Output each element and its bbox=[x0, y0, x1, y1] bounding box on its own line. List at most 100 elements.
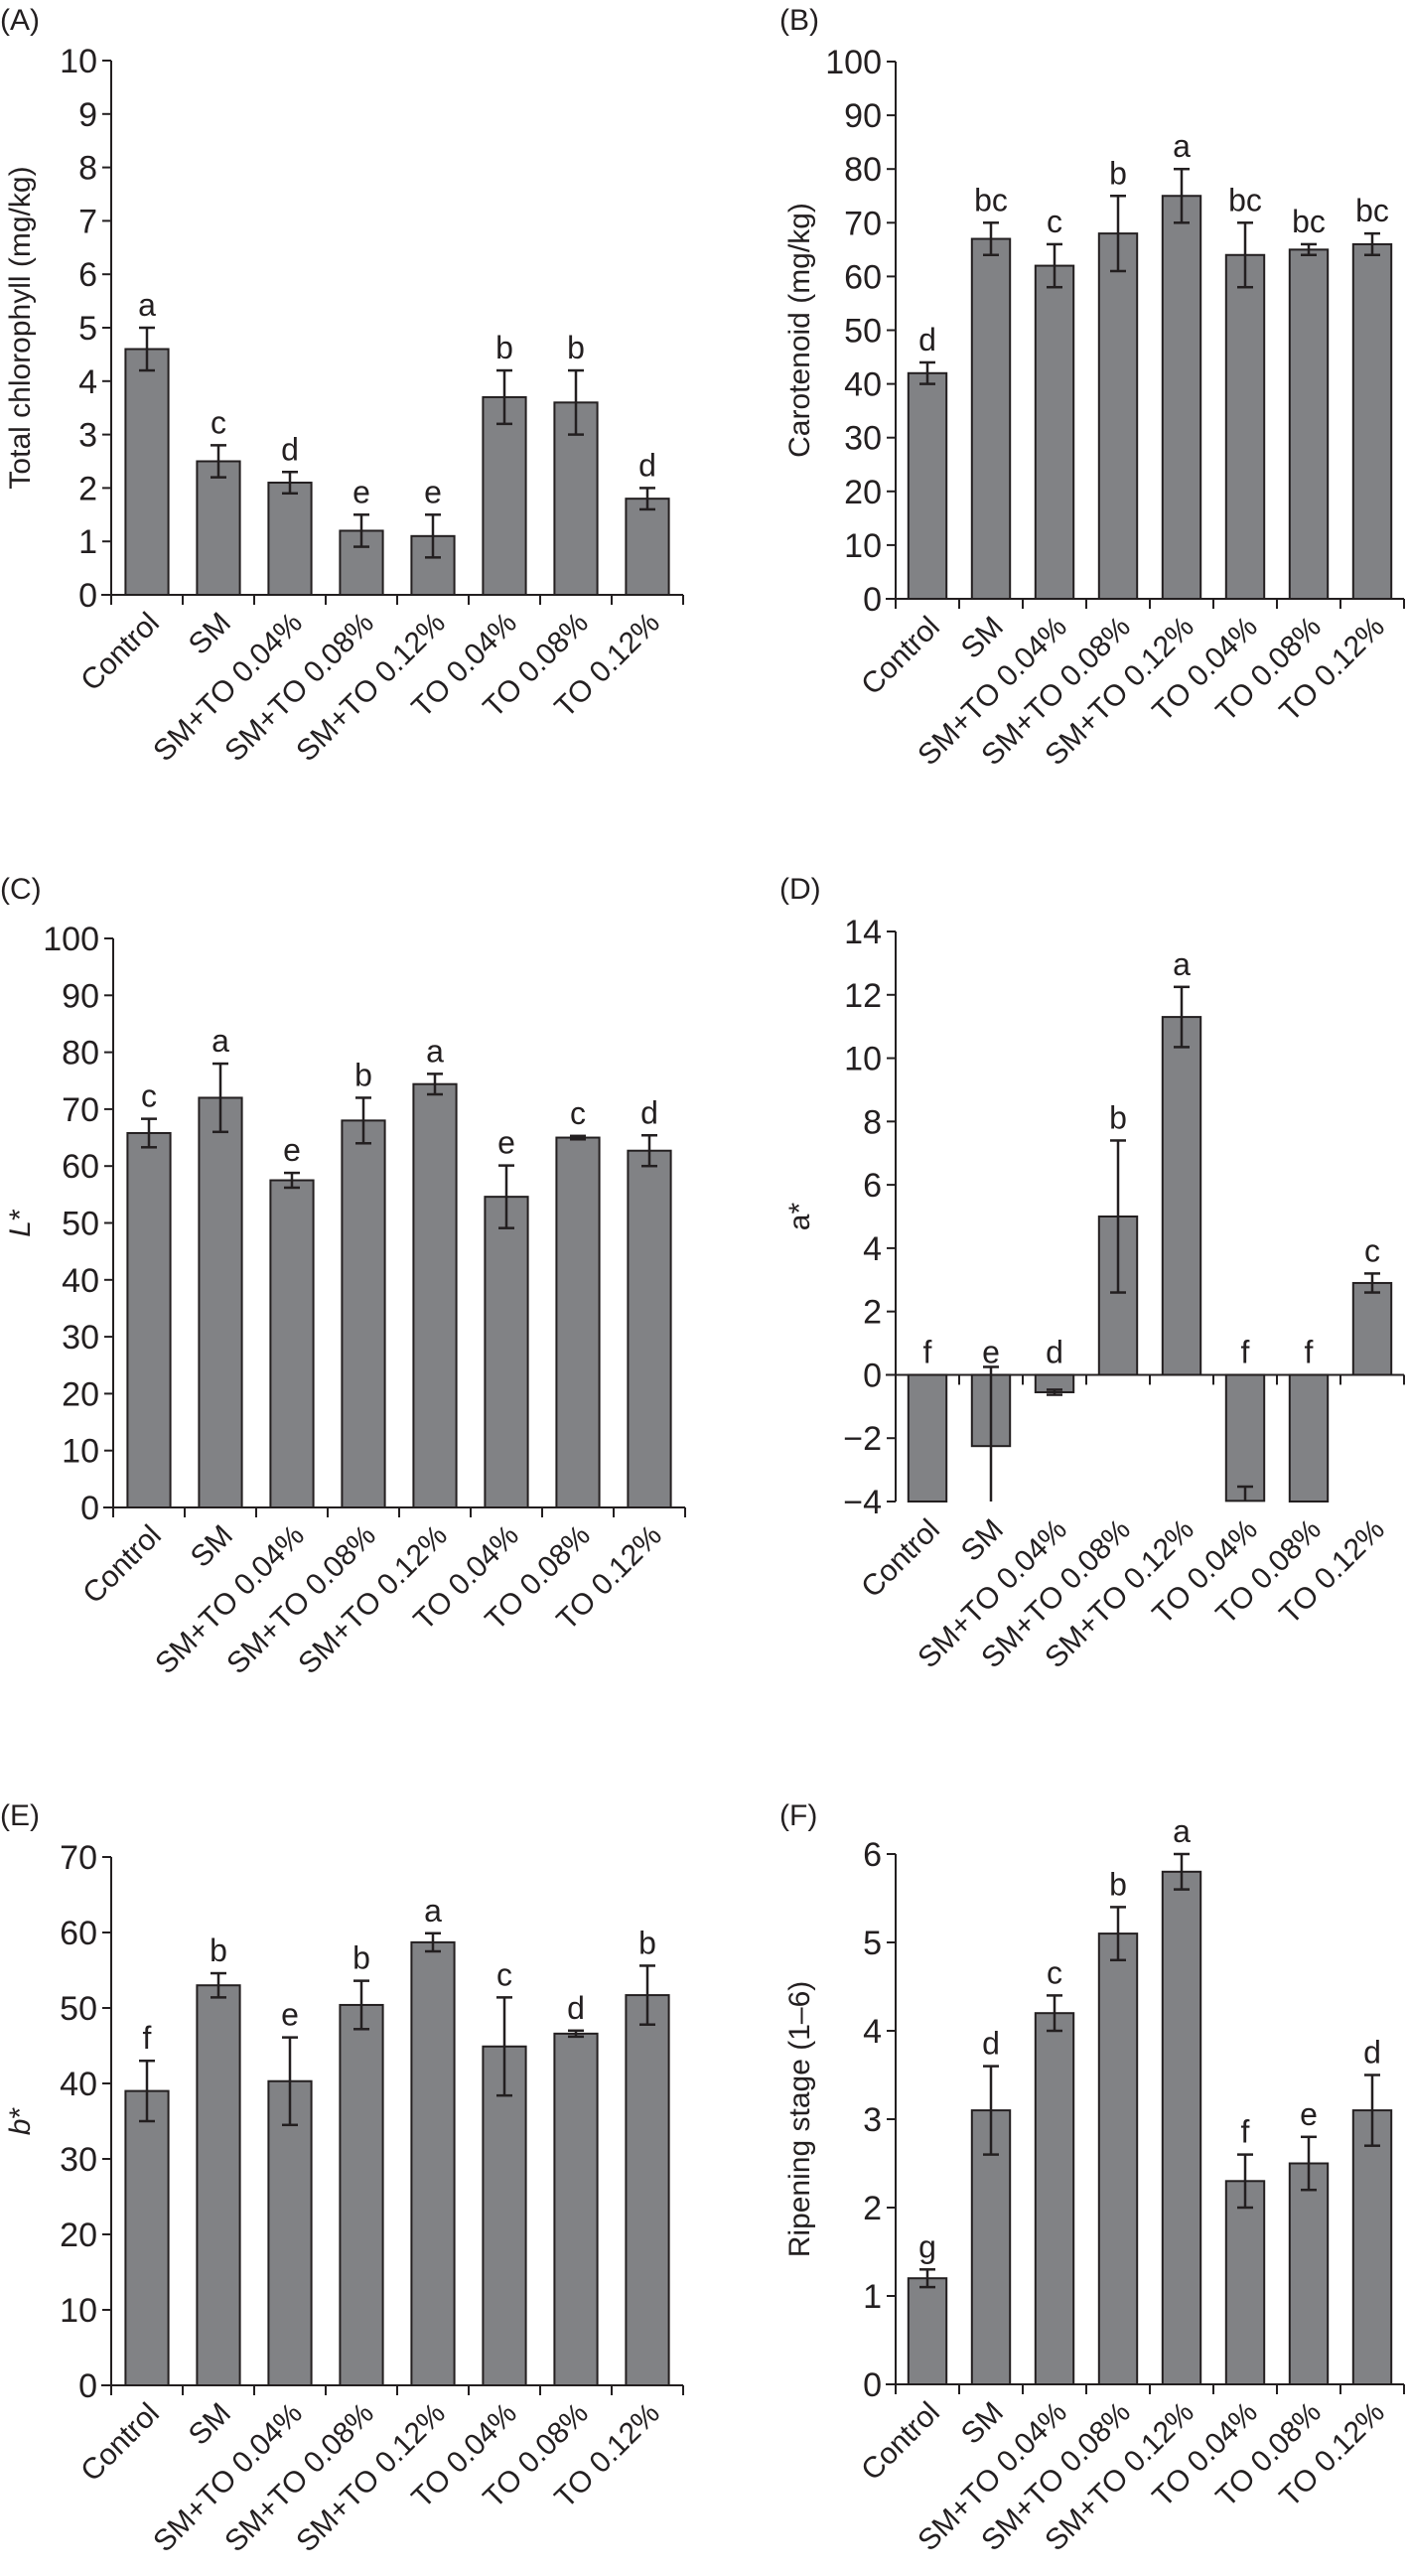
y-tick-label: −2 bbox=[843, 1420, 882, 1458]
bar bbox=[1224, 2180, 1266, 2386]
y-tick-label: 2 bbox=[78, 470, 97, 507]
y-axis-title: a* bbox=[783, 1203, 816, 1231]
bar bbox=[341, 1119, 386, 1508]
bar bbox=[482, 395, 527, 596]
significance-label: f bbox=[143, 2020, 152, 2056]
category-label: SM bbox=[955, 611, 1010, 665]
y-tick-label: 14 bbox=[844, 914, 882, 951]
category-label: Control bbox=[855, 2396, 946, 2488]
y-tick-label: 0 bbox=[863, 2366, 882, 2404]
y-tick-label: 100 bbox=[43, 921, 99, 958]
bar bbox=[1161, 1016, 1202, 1376]
significance-label: d bbox=[918, 322, 936, 358]
y-tick-label: 10 bbox=[844, 1041, 882, 1078]
bar bbox=[625, 1994, 670, 2386]
significance-label: e bbox=[281, 1997, 299, 2033]
y-tick-label: 30 bbox=[844, 420, 882, 458]
y-axis-title: b* bbox=[4, 2107, 37, 2136]
bar bbox=[1224, 1373, 1266, 1503]
y-tick-label: 0 bbox=[78, 577, 97, 615]
significance-label: bc bbox=[1292, 204, 1326, 239]
panel-c: (C) 0 10 20 30 40 50 60 70 80 90 100 L* c a e b a e c d Contr… bbox=[0, 873, 686, 1680]
y-tick-label: 3 bbox=[78, 417, 97, 455]
significance-label: c bbox=[1364, 1232, 1380, 1268]
significance-label: a bbox=[1173, 1813, 1191, 1849]
significance-label: d bbox=[1046, 1334, 1063, 1369]
y-tick-label: 5 bbox=[863, 1925, 882, 1962]
significance-label: a bbox=[1173, 946, 1191, 982]
significance-label: a bbox=[424, 1893, 442, 1929]
y-tick-label: −4 bbox=[843, 1484, 882, 1521]
y-tick-label: 60 bbox=[844, 258, 882, 296]
category-label: SM bbox=[955, 1513, 1010, 1568]
y-tick-label: 10 bbox=[62, 1433, 99, 1471]
significance-label: f bbox=[1241, 1334, 1250, 1369]
significance-label: b bbox=[210, 1932, 227, 1968]
y-tick-label: 6 bbox=[863, 1836, 882, 1874]
bar bbox=[412, 1082, 458, 1508]
bar bbox=[907, 2277, 948, 2385]
significance-label: b bbox=[352, 1940, 370, 1976]
y-tick-label: 4 bbox=[78, 363, 97, 401]
y-tick-label: 10 bbox=[844, 527, 882, 565]
y-tick-label: 6 bbox=[78, 256, 97, 294]
y-tick-label: 5 bbox=[78, 310, 97, 348]
bar bbox=[1288, 2162, 1330, 2385]
bar bbox=[1097, 232, 1139, 600]
y-tick-label: 1 bbox=[863, 2278, 882, 2316]
category-label: SM bbox=[183, 607, 237, 661]
significance-label: e bbox=[283, 1132, 301, 1168]
significance-label: c bbox=[1047, 1954, 1062, 1990]
bar bbox=[1288, 248, 1330, 600]
bar bbox=[1034, 264, 1075, 600]
y-tick-label: 3 bbox=[863, 2101, 882, 2139]
y-tick-label: 12 bbox=[844, 977, 882, 1015]
significance-label: bc bbox=[974, 182, 1008, 217]
y-tick-label: 2 bbox=[863, 1294, 882, 1332]
y-tick-label: 90 bbox=[62, 977, 99, 1015]
category-label: Control bbox=[855, 611, 946, 702]
significance-label: bc bbox=[1228, 182, 1262, 217]
y-tick-label: 40 bbox=[844, 366, 882, 404]
significance-label: d bbox=[567, 1990, 585, 2026]
significance-label: b bbox=[354, 1057, 372, 1092]
bar bbox=[1097, 1932, 1139, 2385]
bar bbox=[339, 2003, 384, 2386]
significance-label: b bbox=[495, 330, 513, 365]
bar bbox=[124, 348, 170, 596]
y-tick-label: 0 bbox=[80, 1490, 99, 1527]
significance-label: d bbox=[640, 1094, 658, 1130]
category-label: SM bbox=[955, 2396, 1010, 2451]
y-axis-title: Total chlorophyll (mg/kg) bbox=[4, 166, 37, 489]
bar bbox=[196, 460, 241, 596]
panel-b: (B) 0 10 20 30 40 50 60 70 80 90 100 Carotenoid (mg/… bbox=[779, 4, 1405, 772]
bar bbox=[484, 1196, 529, 1508]
significance-label: f bbox=[923, 1334, 932, 1369]
panel-label: (D) bbox=[779, 873, 821, 906]
y-tick-label: 1 bbox=[78, 523, 97, 561]
y-tick-label: 60 bbox=[60, 1915, 97, 1952]
bar bbox=[1161, 195, 1202, 600]
bar bbox=[1161, 1870, 1202, 2386]
bar bbox=[1351, 1281, 1393, 1376]
significance-label: g bbox=[918, 2228, 936, 2264]
y-tick-label: 10 bbox=[60, 43, 97, 80]
bar bbox=[1351, 2109, 1393, 2386]
y-tick-label: 20 bbox=[60, 2217, 97, 2254]
bar bbox=[124, 2089, 170, 2387]
significance-label: b bbox=[1109, 155, 1127, 191]
y-tick-label: 50 bbox=[60, 1990, 97, 2028]
y-tick-label: 50 bbox=[844, 313, 882, 351]
panel-f: (F) 0 1 2 3 4 5 6 Ripening stage (1–6) g d c b a f e d Co… bbox=[779, 1799, 1405, 2557]
bar bbox=[553, 2032, 599, 2386]
y-tick-label: 8 bbox=[863, 1103, 882, 1141]
bar bbox=[970, 237, 1012, 600]
y-tick-label: 8 bbox=[78, 150, 97, 188]
y-tick-label: 10 bbox=[60, 2292, 97, 2330]
y-tick-label: 30 bbox=[62, 1319, 99, 1357]
significance-label: c bbox=[1047, 204, 1062, 239]
significance-label: c bbox=[141, 1078, 157, 1114]
significance-label: b bbox=[1109, 1866, 1127, 1902]
